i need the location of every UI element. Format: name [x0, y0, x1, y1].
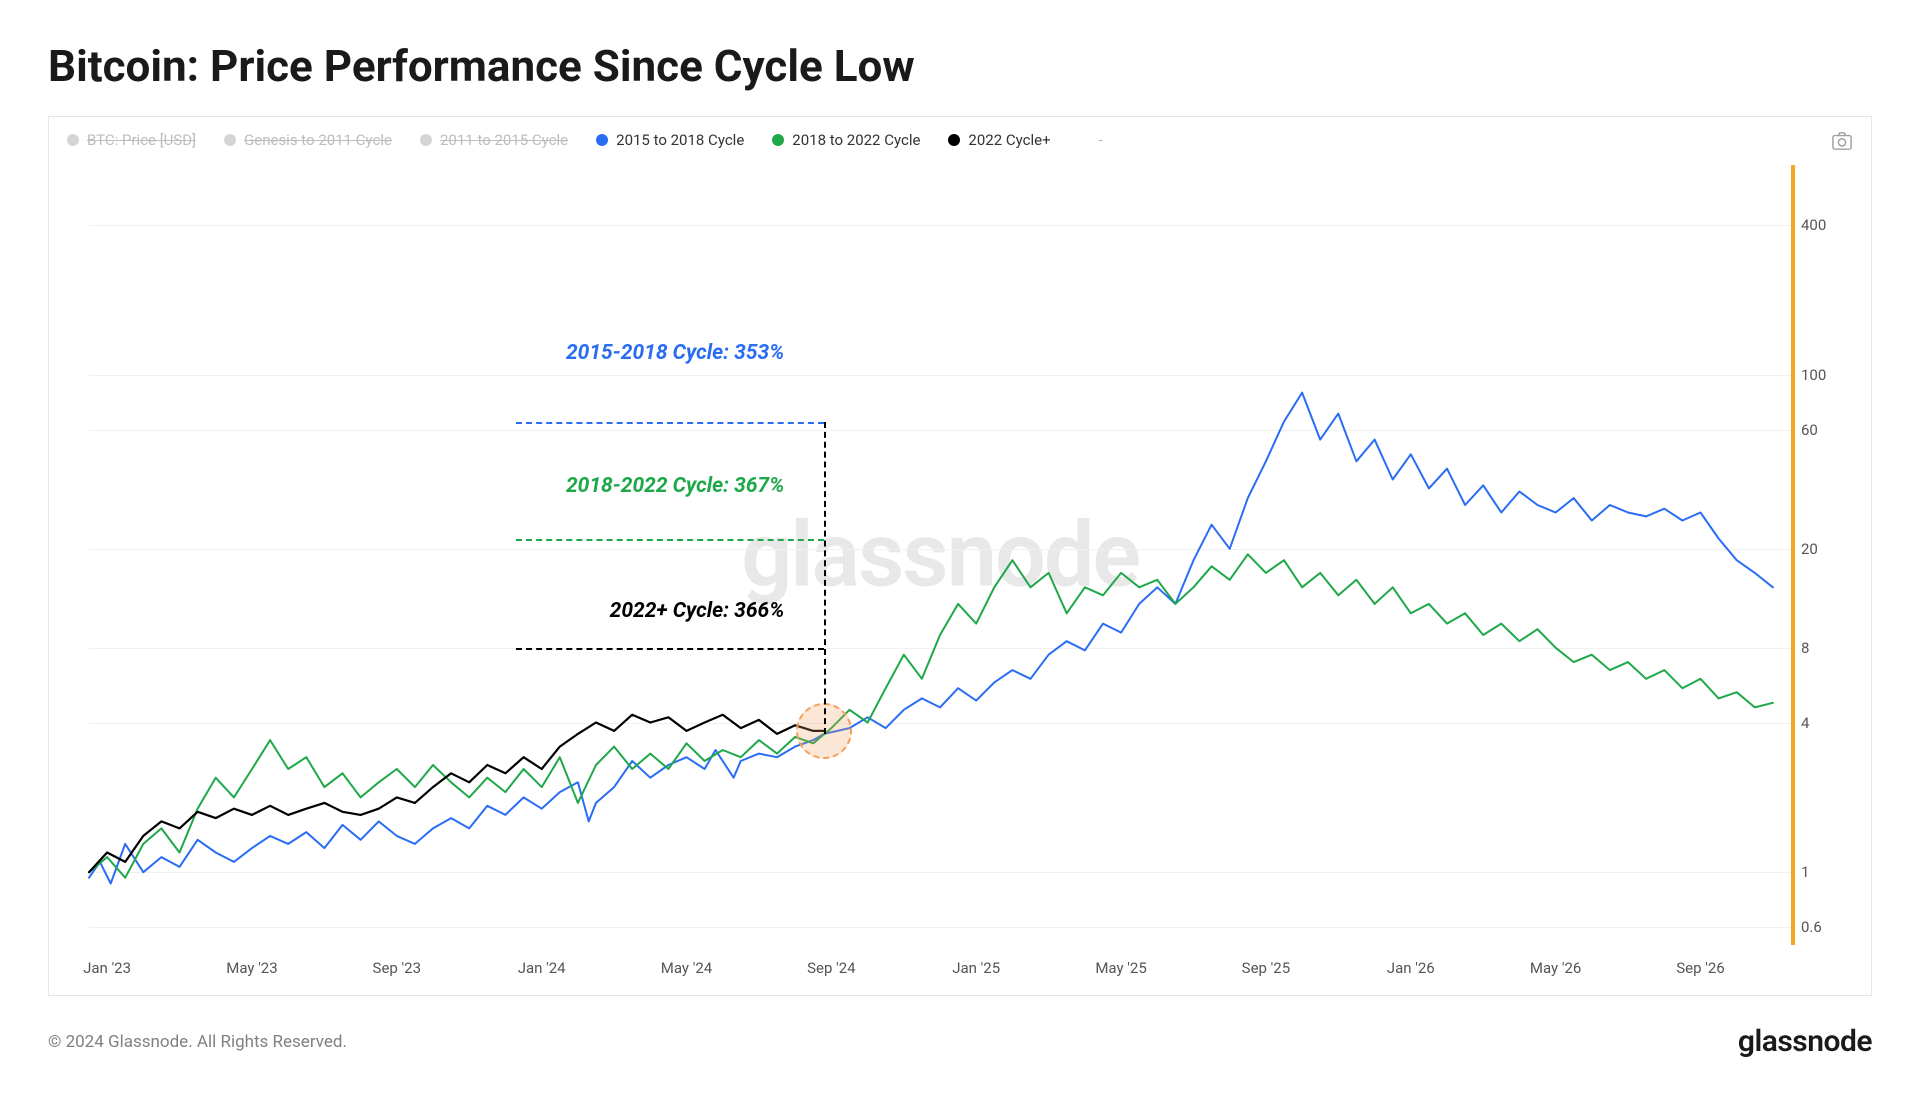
legend-label: 2018 to 2022 Cycle — [792, 131, 920, 149]
y-tick-label: 20 — [1801, 540, 1851, 558]
x-tick-label: May '26 — [1530, 959, 1581, 977]
x-tick-label: May '24 — [661, 959, 712, 977]
legend: BTC: Price [USD] Genesis to 2011 Cycle 201… — [49, 117, 1871, 163]
line-layer — [89, 165, 1791, 947]
camera-icon[interactable] — [1831, 131, 1853, 155]
legend-label: 2015 to 2018 Cycle — [616, 131, 744, 149]
annotation-label: 2022+ Cycle: 366% — [610, 599, 785, 623]
y-tick-label: 4 — [1801, 714, 1851, 732]
legend-item[interactable]: 2011 to 2015 Cycle — [420, 131, 568, 149]
x-tick-label: Sep '24 — [807, 959, 856, 977]
y-tick-label: 400 — [1801, 216, 1851, 234]
annotation-line — [516, 422, 824, 424]
series-2018-2022 — [89, 554, 1773, 877]
legend-swatch — [420, 134, 432, 146]
legend-swatch — [67, 134, 79, 146]
y-tick-label: 100 — [1801, 366, 1851, 384]
chart-title: Bitcoin: Price Performance Since Cycle L… — [48, 40, 1872, 92]
x-tick-label: Jan '26 — [1387, 959, 1435, 977]
annotation-line — [516, 648, 824, 650]
x-tick-label: May '23 — [226, 959, 277, 977]
legend-swatch — [596, 134, 608, 146]
vertical-marker — [824, 422, 826, 734]
legend-item[interactable]: 2018 to 2022 Cycle — [772, 131, 920, 149]
series-2022-plus — [89, 715, 824, 873]
x-tick-label: May '25 — [1095, 959, 1146, 977]
annotation-label: 2015-2018 Cycle: 353% — [566, 341, 784, 365]
legend-label: BTC: Price [USD] — [87, 131, 196, 149]
y-axis-accent — [1791, 165, 1795, 945]
y-tick-label: 1 — [1801, 863, 1851, 881]
x-tick-label: Sep '26 — [1676, 959, 1725, 977]
legend-item[interactable]: Genesis to 2011 Cycle — [224, 131, 392, 149]
legend-item[interactable]: 2022 Cycle+ — [948, 131, 1050, 149]
legend-label: 2022 Cycle+ — [968, 131, 1050, 149]
legend-item[interactable]: BTC: Price [USD] — [67, 131, 196, 149]
legend-swatch — [1079, 134, 1091, 146]
legend-swatch — [224, 134, 236, 146]
plot-area: glassnode 0.61482060100400Jan '23May '23… — [89, 165, 1791, 945]
y-tick-label: 0.6 — [1801, 918, 1851, 936]
legend-label: 2011 to 2015 Cycle — [440, 131, 568, 149]
legend-label: Genesis to 2011 Cycle — [244, 131, 392, 149]
legend-swatch — [772, 134, 784, 146]
x-tick-label: Jan '25 — [952, 959, 1000, 977]
legend-item[interactable]: - — [1079, 131, 1103, 149]
x-tick-label: Jan '23 — [83, 959, 131, 977]
x-tick-label: Sep '25 — [1242, 959, 1291, 977]
x-tick-label: Jan '24 — [518, 959, 566, 977]
legend-swatch — [948, 134, 960, 146]
x-tick-label: Sep '23 — [373, 959, 422, 977]
series-2015-2018 — [89, 393, 1773, 884]
annotation-label: 2018-2022 Cycle: 367% — [566, 474, 784, 498]
chart-container: BTC: Price [USD]Genesis to 2011 Cycle201… — [48, 116, 1872, 996]
annotation-line — [516, 539, 824, 541]
footer: © 2024 Glassnode. All Rights Reserved. g… — [48, 1024, 1872, 1059]
legend-item[interactable]: 2015 to 2018 Cycle — [596, 131, 744, 149]
copyright: © 2024 Glassnode. All Rights Reserved. — [48, 1032, 347, 1052]
y-tick-label: 8 — [1801, 639, 1851, 657]
legend-label: - — [1099, 131, 1103, 149]
y-tick-label: 60 — [1801, 421, 1851, 439]
brand-logo: glassnode — [1738, 1024, 1872, 1059]
